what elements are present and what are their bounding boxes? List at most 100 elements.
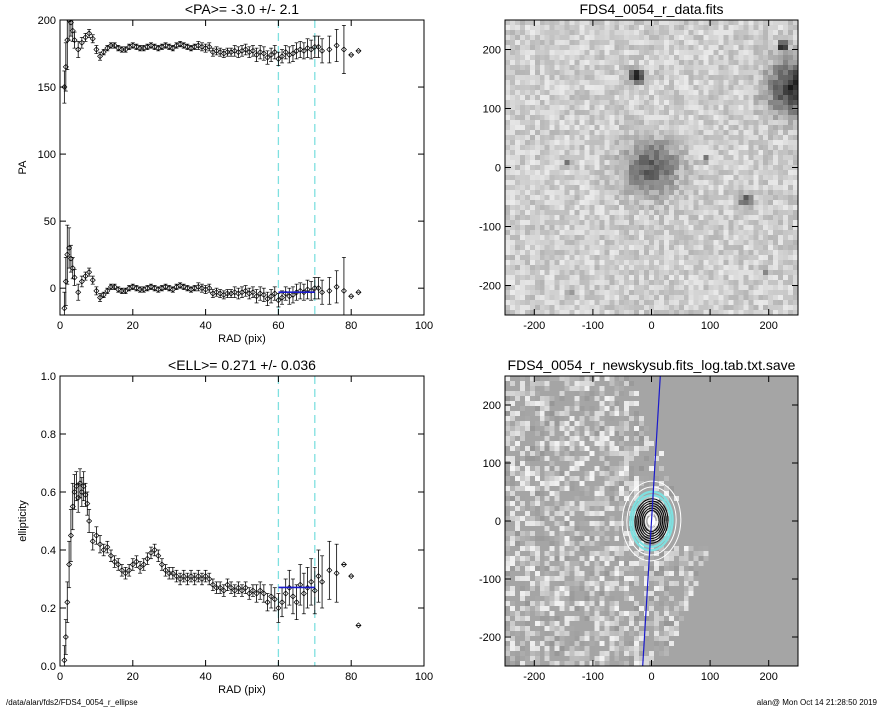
data-point-2-0-38 bbox=[173, 573, 180, 580]
data-point-2-0-63 bbox=[264, 599, 271, 606]
data-point-2-0-10 bbox=[78, 489, 85, 495]
data-point-0-1-7 bbox=[75, 289, 82, 296]
data-point-0-1-76 bbox=[333, 283, 340, 290]
data-point-2-0-35 bbox=[162, 567, 169, 574]
data-point-2-0-6 bbox=[71, 489, 78, 495]
data-point-0-1-16 bbox=[107, 283, 114, 290]
data-point-0-0-55 bbox=[249, 47, 256, 54]
y-tick-label-2-2: 0.4 bbox=[41, 545, 56, 557]
data-point-2-0-24 bbox=[122, 570, 129, 577]
data-point-2-0-52 bbox=[224, 581, 231, 588]
data-point-2-0-68 bbox=[282, 590, 289, 597]
data-point-0-0-76 bbox=[333, 42, 340, 49]
data-point-0-0-74 bbox=[319, 47, 326, 54]
y-tick-label-1-3: 100 bbox=[483, 104, 501, 116]
data-point-2-0-4 bbox=[67, 532, 74, 539]
x-tick-label-0-3: 60 bbox=[272, 320, 284, 332]
data-point-0-0-4 bbox=[67, 20, 74, 26]
data-point-0-0-24 bbox=[137, 45, 144, 52]
data-point-2-0-13 bbox=[84, 500, 91, 507]
data-point-0-1-12 bbox=[93, 287, 100, 294]
data-point-0-1-56 bbox=[253, 293, 260, 300]
y-tick-label-1-1: -100 bbox=[479, 222, 501, 234]
data-point-2-0-70 bbox=[289, 593, 296, 600]
data-point-0-1-53 bbox=[242, 287, 249, 294]
x-tick-label-0-0: 0 bbox=[57, 320, 63, 332]
data-point-2-0-81 bbox=[340, 561, 347, 568]
data-point-2-0-39 bbox=[177, 576, 184, 582]
data-point-0-0-7 bbox=[75, 46, 82, 53]
data-point-2-0-18 bbox=[100, 547, 107, 553]
data-point-2-0-75 bbox=[308, 578, 315, 585]
data-point-0-0-12 bbox=[93, 46, 100, 53]
data-point-2-0-21 bbox=[111, 558, 118, 565]
data-point-0-1-59 bbox=[264, 295, 271, 302]
data-point-2-0-80 bbox=[333, 570, 340, 577]
data-point-2-0-15 bbox=[89, 538, 96, 545]
y-tick-label-2-4: 0.8 bbox=[41, 429, 56, 441]
y-tick-label-0-3: 150 bbox=[38, 82, 56, 94]
y-axis-label-0: PA bbox=[17, 160, 29, 175]
y-tick-label-3-1: -100 bbox=[479, 574, 501, 586]
data-point-0-0-77 bbox=[340, 46, 347, 53]
data-point-2-0-3 bbox=[66, 561, 73, 568]
data-point-2-0-37 bbox=[169, 570, 176, 577]
pa-direction-line bbox=[642, 376, 661, 666]
x-axis-label-2: RAD (pix) bbox=[218, 684, 266, 696]
data-point-0-0-16 bbox=[107, 42, 114, 49]
data-point-0-0-72 bbox=[311, 43, 318, 50]
x-tick-label-0-4: 80 bbox=[345, 320, 357, 332]
data-point-0-1-15 bbox=[104, 287, 111, 294]
data-point-0-0-78 bbox=[348, 51, 355, 58]
data-point-2-0-11 bbox=[80, 483, 87, 490]
data-point-2-0-49 bbox=[213, 584, 220, 591]
data-point-2-0-53 bbox=[228, 584, 235, 591]
data-point-0-0-43 bbox=[206, 43, 213, 50]
y-tick-label-1-0: -200 bbox=[479, 281, 501, 293]
x-tick-label-1-4: 200 bbox=[760, 320, 778, 332]
data-point-0-0-13 bbox=[97, 53, 104, 60]
data-point-2-0-2 bbox=[64, 599, 71, 606]
data-point-0-0-58 bbox=[260, 50, 267, 57]
data-point-0-0-6 bbox=[71, 37, 78, 44]
y-tick-label-3-0: -200 bbox=[479, 632, 501, 644]
data-point-2-0-12 bbox=[82, 491, 89, 498]
data-point-2-0-36 bbox=[166, 570, 173, 577]
data-point-2-0-46 bbox=[202, 573, 209, 580]
plot-area-2 bbox=[61, 376, 362, 666]
data-point-2-0-1 bbox=[62, 634, 69, 640]
y-axis-label-2: ellipticity bbox=[17, 500, 29, 542]
image-panel-1: -200 -100 0 100 200 -200 -100 0 100 200 FDS4_0054_… bbox=[479, 1, 799, 332]
data-point-0-0-48 bbox=[224, 49, 231, 56]
data-point-2-0-7 bbox=[73, 483, 80, 490]
data-point-2-0-26 bbox=[129, 561, 136, 568]
image-area-3 bbox=[505, 376, 798, 666]
data-point-0-0-14 bbox=[100, 49, 107, 56]
plot-area-0 bbox=[61, 20, 362, 315]
data-point-0-0-66 bbox=[289, 50, 296, 57]
data-point-2-0-73 bbox=[300, 590, 307, 597]
data-point-2-0-41 bbox=[184, 576, 191, 582]
data-point-0-1-0 bbox=[61, 305, 68, 312]
chart-title-3: FDS4_0054_r_newskysub.fits_log.tab.txt.s… bbox=[508, 357, 796, 373]
data-point-0-1-73 bbox=[315, 285, 322, 292]
data-point-0-1-66 bbox=[289, 291, 296, 298]
data-point-0-0-19 bbox=[118, 46, 125, 53]
data-point-0-0-63 bbox=[279, 53, 286, 60]
data-point-0-1-8 bbox=[78, 278, 85, 285]
data-point-2-0-79 bbox=[326, 567, 333, 574]
y-tick-label-0-1: 50 bbox=[44, 216, 56, 228]
data-point-0-1-60 bbox=[268, 293, 275, 300]
x-tick-label-1-0: -200 bbox=[523, 320, 545, 332]
data-point-0-1-75 bbox=[326, 287, 333, 294]
y-tick-label-2-1: 0.2 bbox=[41, 603, 56, 615]
data-point-0-0-53 bbox=[242, 46, 249, 53]
data-point-2-0-43 bbox=[191, 576, 198, 582]
x-tick-label-2-4: 80 bbox=[345, 671, 357, 683]
data-point-0-0-0 bbox=[61, 84, 68, 91]
x-tick-label-2-1: 20 bbox=[127, 671, 139, 683]
data-point-2-0-77 bbox=[315, 573, 322, 580]
data-point-0-0-8 bbox=[78, 39, 85, 46]
data-point-0-0-5 bbox=[69, 27, 76, 34]
